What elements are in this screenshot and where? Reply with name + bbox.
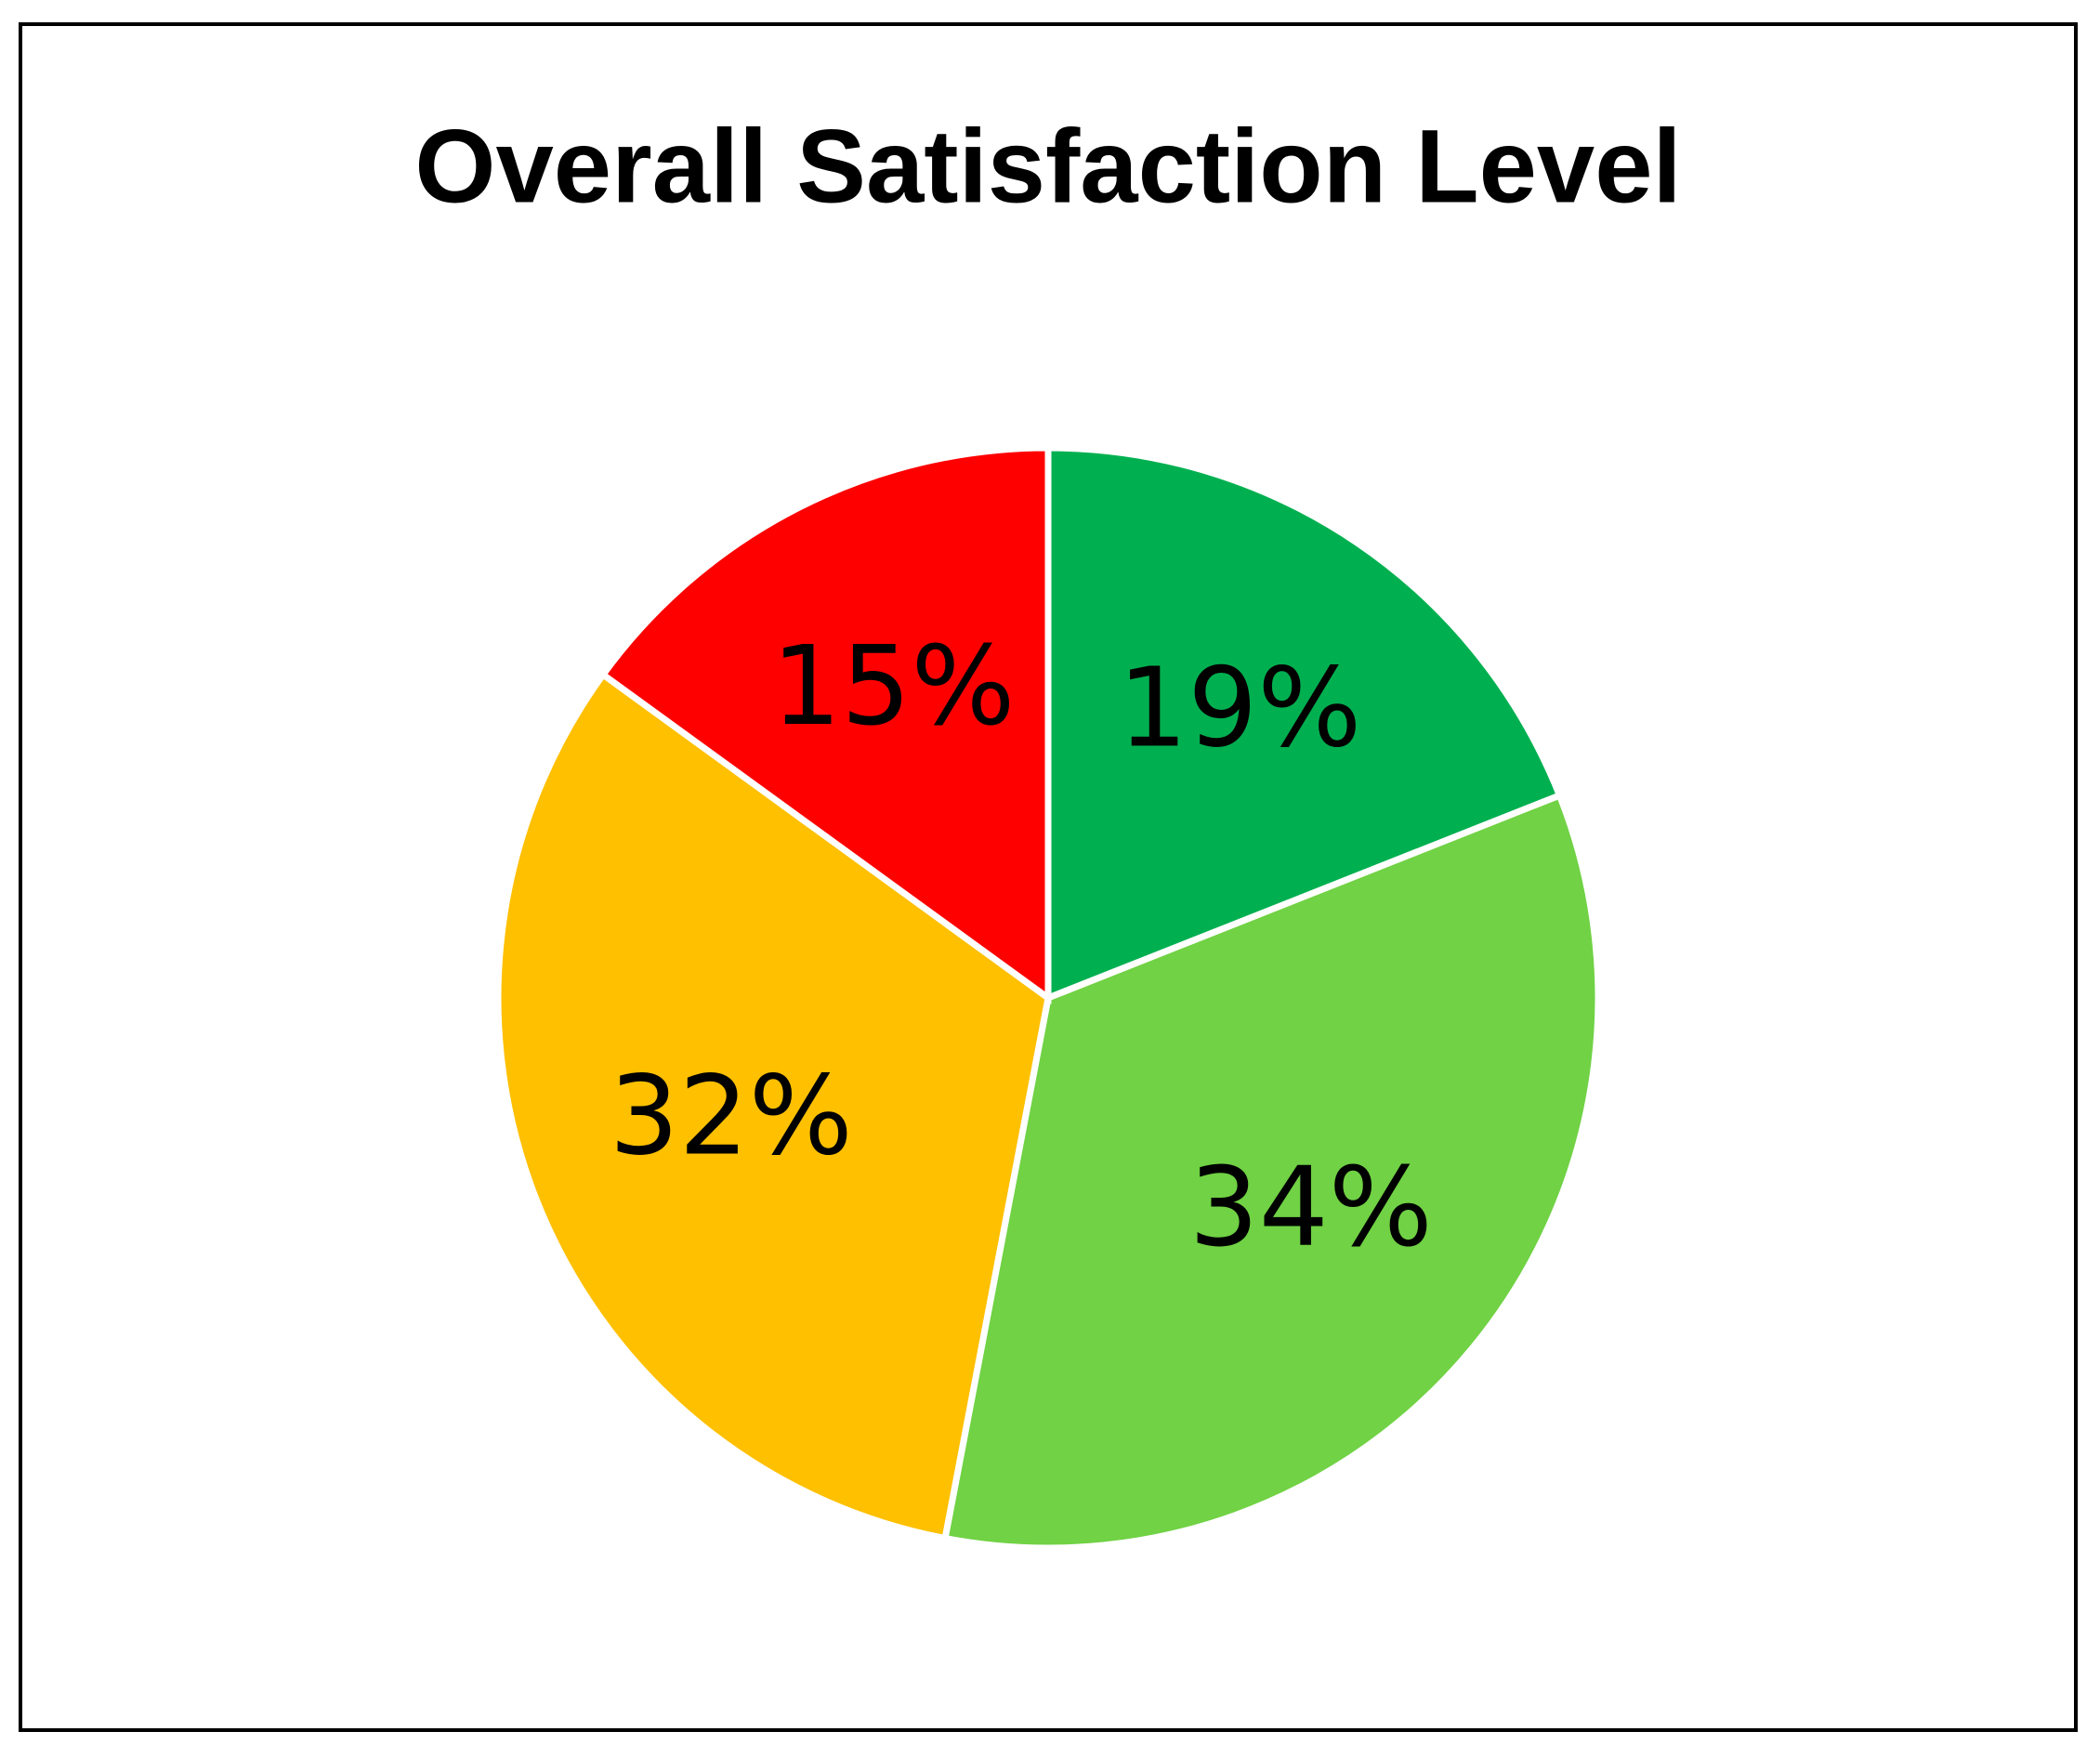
pie-slice bbox=[940, 791, 1602, 1552]
pie-slice bbox=[598, 444, 1052, 1004]
data-label: 32% bbox=[610, 1051, 853, 1179]
pie-slice bbox=[1044, 444, 1564, 1004]
pie-slice bbox=[494, 670, 1052, 1542]
data-label: 19% bbox=[1118, 644, 1361, 772]
data-label: 15% bbox=[771, 622, 1015, 750]
data-label: 34% bbox=[1189, 1143, 1433, 1271]
chart-title: Overall Satisfaction Level bbox=[414, 109, 1681, 225]
